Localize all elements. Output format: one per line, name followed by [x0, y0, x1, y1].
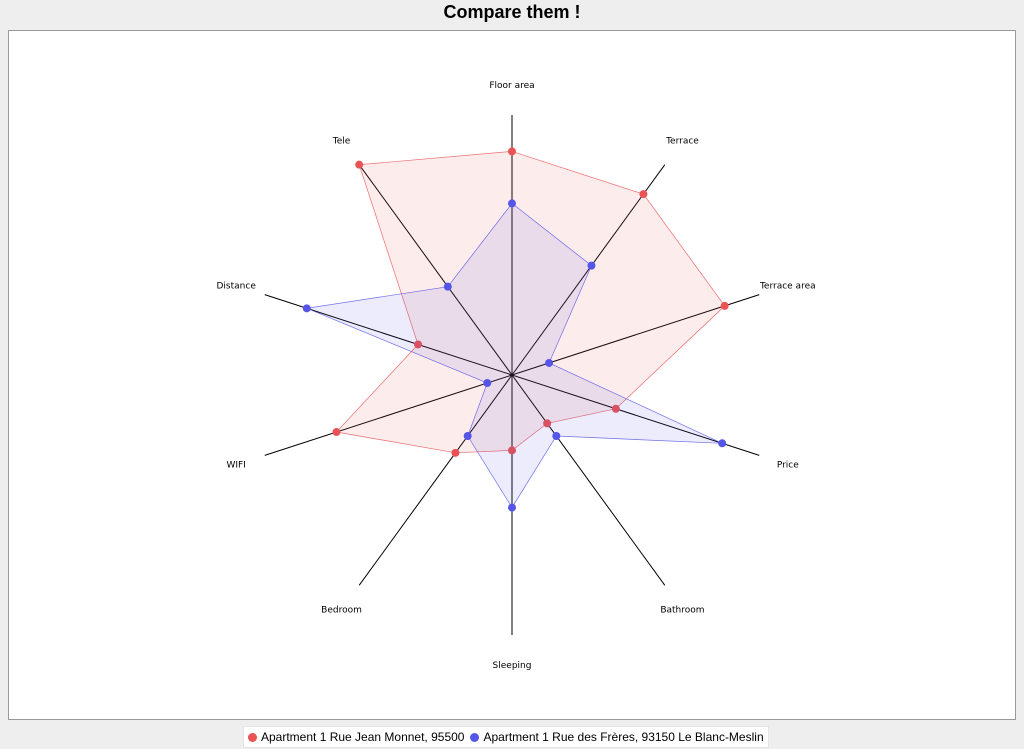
series-2-point-6 — [463, 431, 472, 440]
axis-label-3: Price — [777, 461, 799, 471]
axis-line-4 — [511, 374, 666, 586]
axis-label-7: WIFI — [226, 461, 245, 471]
series-2-point-4 — [552, 431, 561, 440]
series-2-point-7 — [483, 379, 492, 388]
axis-line-9 — [358, 164, 513, 376]
axis-label-5: Sleeping — [493, 661, 532, 671]
axis-label-1: Terrace — [665, 136, 699, 146]
series-1-point-2 — [720, 301, 729, 310]
series-1-point-9 — [355, 160, 364, 169]
series-1-point-8 — [414, 340, 423, 349]
series-2-point-0 — [508, 199, 516, 208]
chart-title: Compare them ! — [443, 2, 581, 22]
axes-layer — [264, 115, 760, 635]
axis-line-1 — [511, 164, 666, 376]
legend-label-series-1: Apartment 1 Rue Jean Monnet, 95500 — [261, 730, 465, 744]
axis-line-6 — [358, 374, 513, 586]
series-2-point-9 — [443, 282, 452, 291]
axis-label-2: Terrace area — [759, 281, 816, 291]
series-1-point-7 — [332, 428, 341, 437]
axis-line-7 — [264, 374, 513, 456]
series-1-point-1 — [639, 190, 648, 199]
series-1-point-6 — [451, 448, 460, 457]
legend-marker-series-1 — [248, 732, 257, 742]
axis-label-6: Bedroom — [321, 606, 362, 616]
series-2-point-2 — [545, 358, 554, 367]
axis-label-4: Bathroom — [660, 606, 704, 616]
legend-item-series-2: Apartment 1 Rue des Frères, 93150 Le Bla… — [470, 730, 764, 744]
labels-layer: Floor area Terrace Terrace area Price Bathro… — [217, 81, 816, 671]
series-1-point-4 — [543, 419, 552, 428]
legend-label-series-2: Apartment 1 Rue des Frères, 93150 Le Bla… — [483, 730, 764, 744]
axis-line-3 — [511, 374, 760, 456]
axis-label-0: Floor area — [489, 81, 534, 91]
series-1-point-3 — [611, 404, 620, 413]
series-2-point-8 — [302, 304, 311, 313]
axis-label-8: Distance — [217, 281, 257, 291]
series-1-point-5 — [508, 446, 516, 455]
series-1-point-0 — [508, 147, 516, 156]
series-layer — [302, 147, 729, 512]
legend: Apartment 1 Rue Jean Monnet, 95500 Apart… — [243, 726, 769, 748]
series-2-point-1 — [587, 261, 596, 270]
series-2-point-3 — [718, 439, 727, 448]
axis-line-2 — [511, 294, 760, 376]
legend-marker-series-2 — [470, 732, 480, 742]
axis-label-9: Tele — [332, 136, 351, 146]
series-2-point-5 — [508, 503, 516, 512]
legend-item-series-1: Apartment 1 Rue Jean Monnet, 95500 — [248, 730, 464, 744]
